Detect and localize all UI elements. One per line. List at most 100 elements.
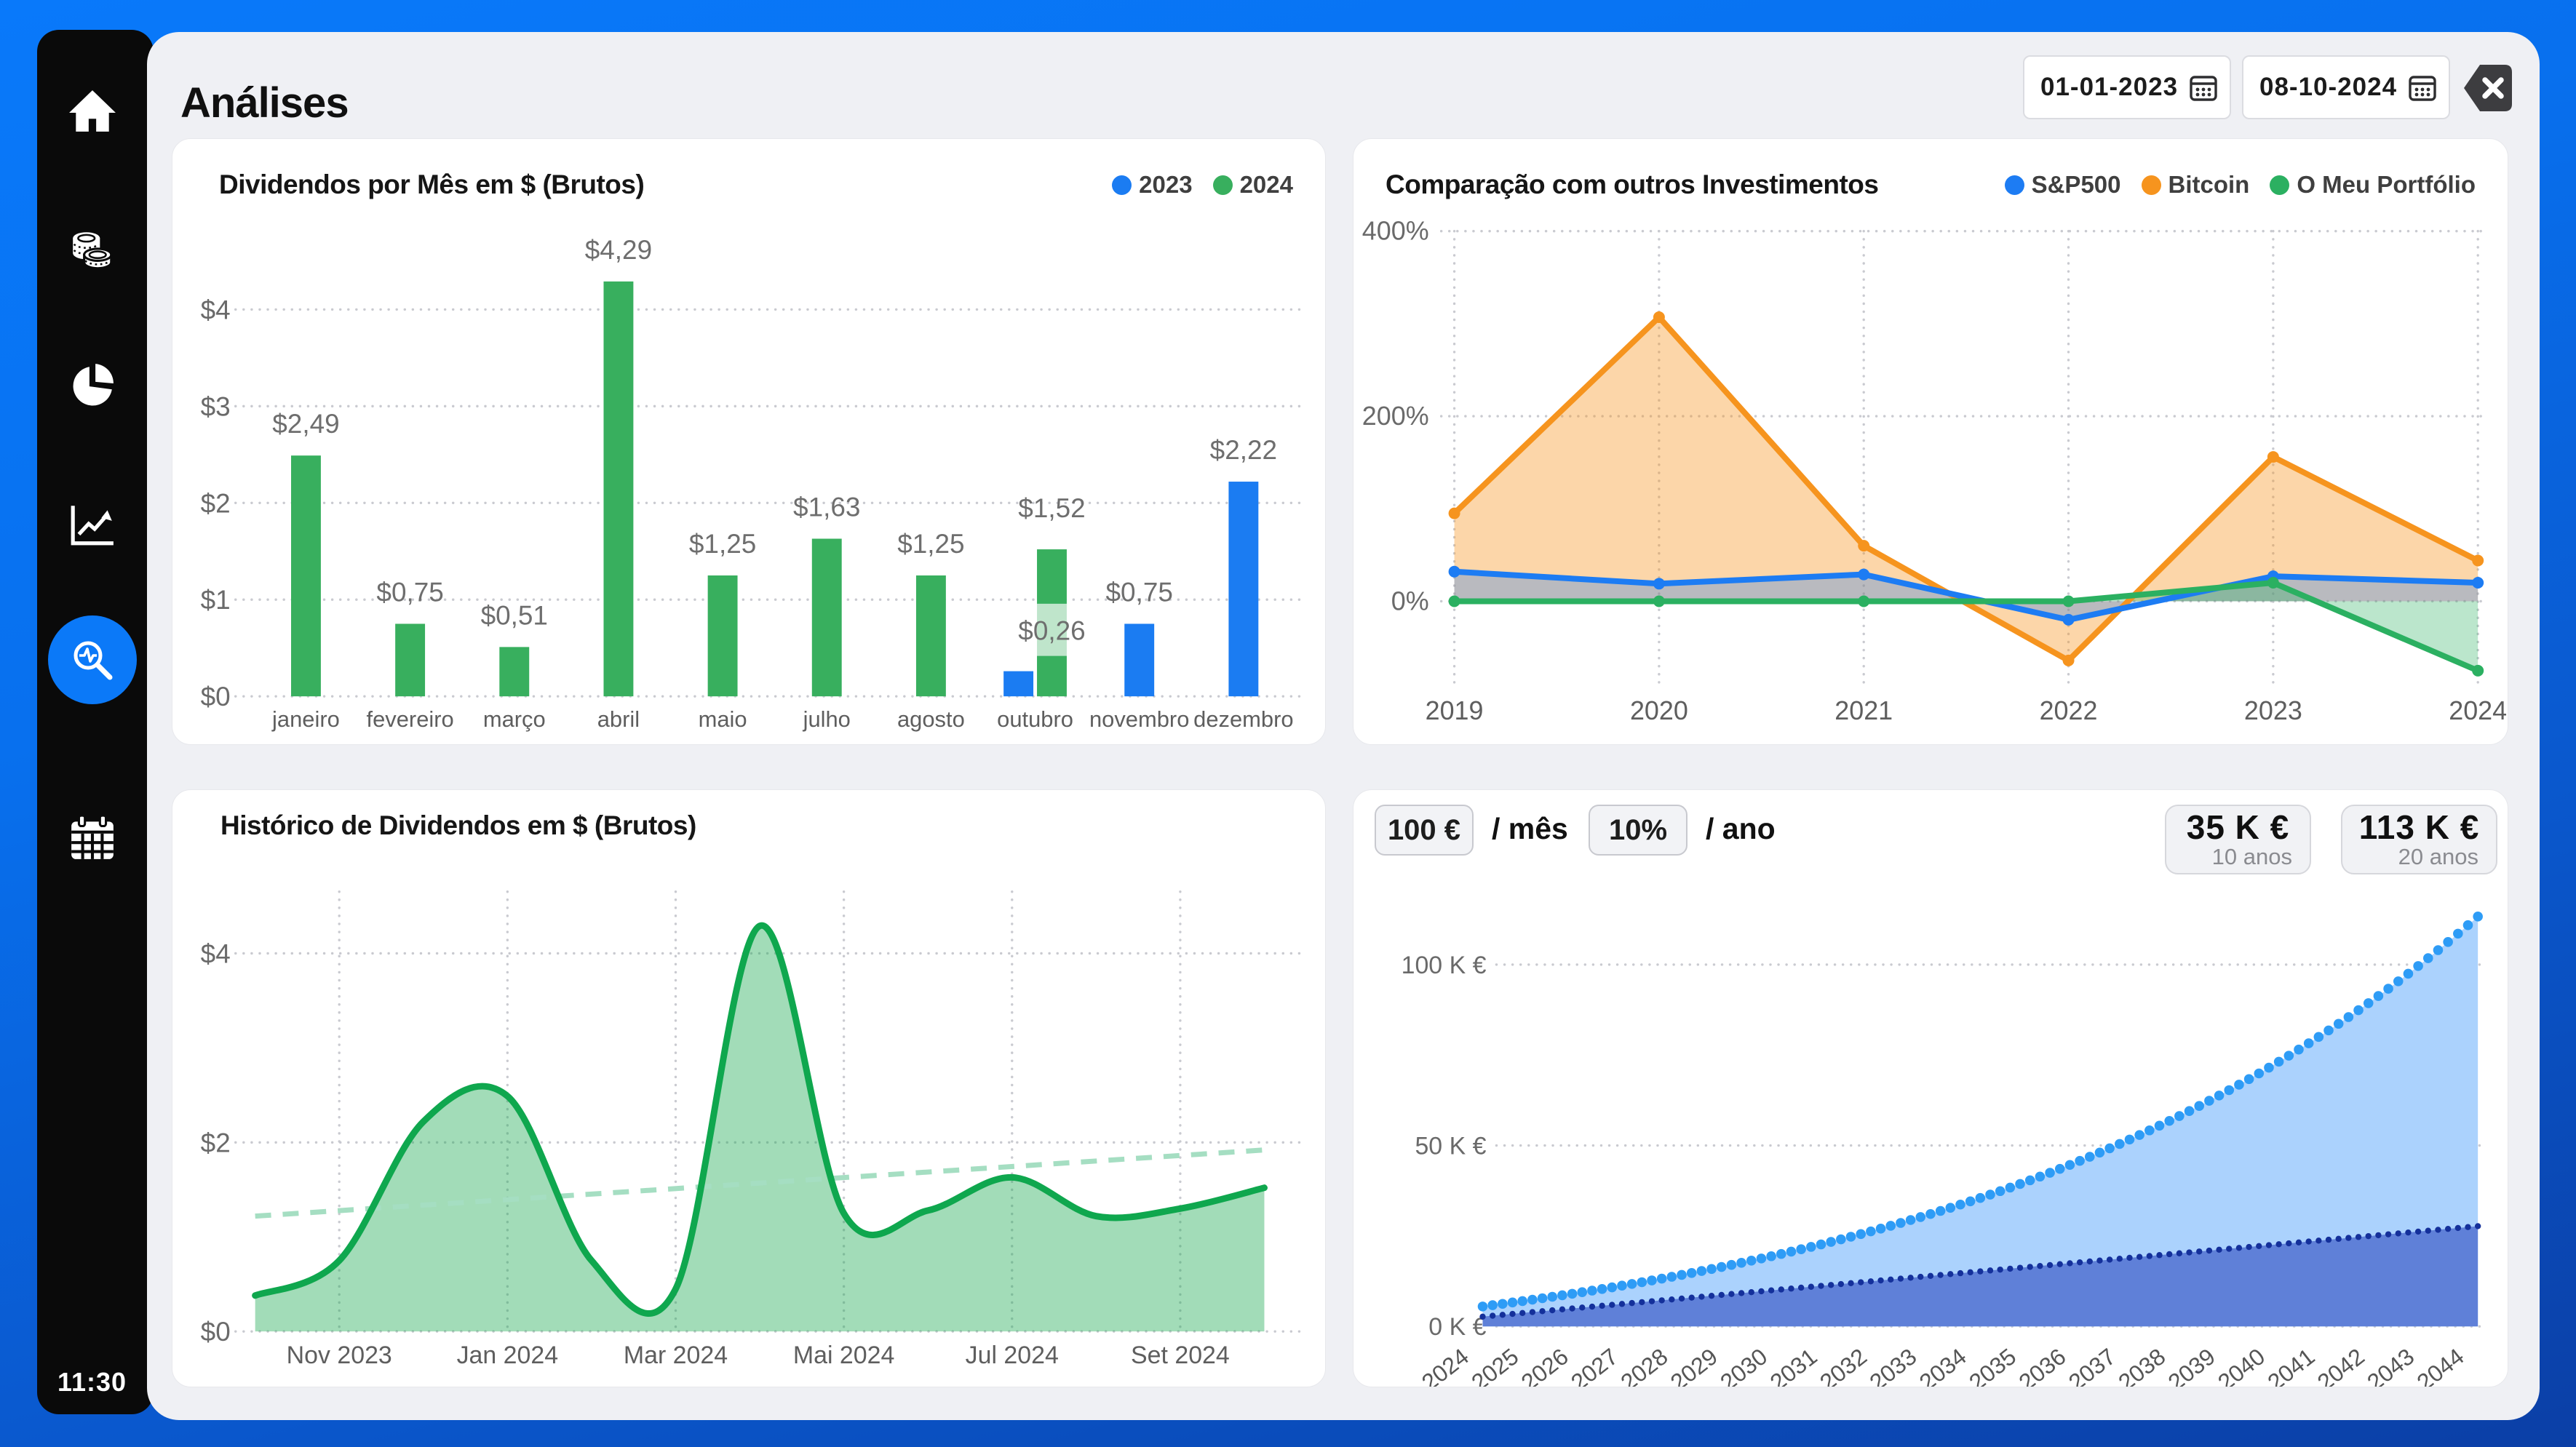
sidebar-item-portfolio[interactable] xyxy=(57,215,127,285)
y-tick-label: $0 xyxy=(201,1317,231,1347)
legend-item-S&P500[interactable]: S&P500 xyxy=(2004,171,2121,199)
bar-dezembro-2023 xyxy=(1228,482,1259,697)
series-dot xyxy=(1527,1294,1538,1305)
series-dot xyxy=(1579,1304,1586,1311)
series-dot xyxy=(2462,920,2473,930)
sidebar-item-calendar[interactable] xyxy=(57,803,127,873)
series-dot xyxy=(2443,937,2453,947)
bar-janeiro-2024 xyxy=(291,455,321,697)
monthly-amount-input[interactable]: 100 € xyxy=(1375,805,1474,856)
card-dividends-by-month: Dividendos por Mês em $ (Brutos) 2023 20… xyxy=(172,138,1326,745)
search-analytics-icon xyxy=(73,641,112,680)
legend-item-Bitcoin[interactable]: Bitcoin xyxy=(2141,171,2249,199)
date-to-value: 08-10-2024 xyxy=(2259,73,2398,101)
x-tick-label: Set 2024 xyxy=(1131,1342,1230,1369)
point-S&P500-2020 xyxy=(1653,578,1665,590)
area-chart-projection[interactable]: 0 K €50 K €100 K €2024202520262027202820… xyxy=(1353,790,2508,1387)
series-dot xyxy=(1666,1272,1677,1282)
backspace-icon xyxy=(2464,65,2512,111)
series-dot xyxy=(2393,976,2404,986)
series-dot xyxy=(1489,1312,1496,1319)
clear-dates-button[interactable] xyxy=(2461,59,2513,117)
date-from-value: 01-01-2023 xyxy=(2040,73,2179,101)
series-dot xyxy=(1746,1256,1757,1266)
series-dot xyxy=(2146,1253,2153,1259)
history-line xyxy=(252,922,1268,1318)
point-S&P500-2019 xyxy=(1448,565,1460,578)
line-chart-comparison[interactable]: 2019 2020 2021 2022 2023 2024 0% 200% 400% xyxy=(1353,139,2508,744)
area-chart-history[interactable]: Nov 2023 Jan 2024 Mar 2024 Mai 2024 Jul 2024… xyxy=(172,790,1325,1387)
legend-dot xyxy=(2270,175,2290,195)
series-dot xyxy=(1726,1259,1737,1270)
series-dot xyxy=(1477,1301,1488,1312)
series-dot xyxy=(1856,1229,1866,1240)
x-tick-label: 2040 xyxy=(2213,1343,2270,1387)
bar-outubro-2023 xyxy=(1003,671,1034,697)
series-dot xyxy=(1848,1280,1854,1286)
legend-label: O Meu Portfólio xyxy=(2297,171,2476,198)
series-dot xyxy=(1738,1290,1745,1296)
rate-unit-label: / ano xyxy=(1706,812,1776,845)
date-from-field[interactable]: 01-01-2023 xyxy=(2023,55,2231,119)
x-tick-label: 2043 xyxy=(2362,1343,2419,1387)
legend-dot-2023 xyxy=(1112,175,1132,195)
result-10-value: 35 K € xyxy=(2186,808,2290,846)
series-dot xyxy=(2024,1175,2035,1186)
series-dot xyxy=(1888,1276,1894,1283)
series-dot xyxy=(1629,1299,1635,1307)
series-dot xyxy=(1867,1278,1875,1285)
sidebar-item-allocation[interactable] xyxy=(57,350,127,420)
sidebar-item-home[interactable] xyxy=(57,77,127,147)
x-tick-label: 2022 xyxy=(2040,695,2098,725)
x-tick-label: novembro xyxy=(1089,706,1189,732)
value-label-outubro-2023: $0,26 xyxy=(1018,616,1085,646)
x-tick-label: 2041 xyxy=(2262,1343,2319,1387)
x-tick-label: maio xyxy=(699,706,747,732)
value-label-dezembro-2023: $2,22 xyxy=(1210,435,1277,465)
monthly-unit-label: / mês xyxy=(1492,812,1568,845)
series-dot xyxy=(1648,1298,1655,1304)
series-dot xyxy=(2385,1231,2392,1237)
y-tick-label: 100 K € xyxy=(1402,952,1487,979)
series-dot xyxy=(2184,1106,2195,1117)
line-chart-icon xyxy=(71,506,114,546)
series-dot xyxy=(2413,961,2423,971)
series-dot xyxy=(2016,1264,2024,1271)
series-dot xyxy=(2414,1228,2422,1235)
series-dot xyxy=(1987,1267,1994,1274)
x-tick-label: dezembro xyxy=(1193,706,1293,732)
legend-item-2023[interactable]: 2023 xyxy=(1112,171,1193,199)
y-tick-label: 0% xyxy=(1391,586,1429,615)
result-20-label: 20 anos xyxy=(2398,844,2478,870)
legend-item-2024[interactable]: 2024 xyxy=(1212,171,1293,199)
series-dot xyxy=(1509,1310,1516,1318)
line-O Meu Portfólio xyxy=(1451,580,2481,674)
calendar-icon xyxy=(71,814,114,859)
legend-dot xyxy=(2141,175,2161,195)
series-dot xyxy=(2273,1056,2284,1067)
series-dot xyxy=(2067,1260,2073,1267)
sidebar-item-performance[interactable] xyxy=(57,490,127,560)
rate-input[interactable]: 10% xyxy=(1589,805,1687,856)
series-dot xyxy=(2234,1080,2244,1090)
series-dot xyxy=(1567,1288,1578,1299)
series-dot xyxy=(1607,1282,1618,1293)
series-dot xyxy=(1669,1296,1675,1303)
legend-item-O Meu Portfólio[interactable]: O Meu Portfólio xyxy=(2270,171,2476,199)
series-dot xyxy=(1647,1275,1657,1285)
sidebar-item-analysis[interactable] xyxy=(47,615,137,704)
home-icon xyxy=(68,90,116,132)
x-tick-label: 2037 xyxy=(2064,1343,2120,1387)
value-label-fevereiro-2024: $0,75 xyxy=(376,578,443,607)
legend-label-2023: 2023 xyxy=(1139,171,1193,198)
date-to-field[interactable]: 08-10-2024 xyxy=(2242,55,2450,119)
value-label-março-2024: $0,51 xyxy=(481,600,548,630)
x-tick-label: 2023 xyxy=(2244,695,2302,725)
bar-chart-dividends[interactable]: $0 $1 $2 $3 $4 janeiro fevereiro março abril maio… xyxy=(172,139,1325,744)
history-area xyxy=(255,925,1265,1332)
x-tick-label: 2024 xyxy=(1417,1343,1474,1387)
bar-julho-2024 xyxy=(811,538,842,697)
series-dot xyxy=(2174,1111,2185,1121)
point-O Meu Portfólio-2021 xyxy=(1858,595,1870,607)
point-Bitcoin-2021 xyxy=(1858,540,1870,552)
